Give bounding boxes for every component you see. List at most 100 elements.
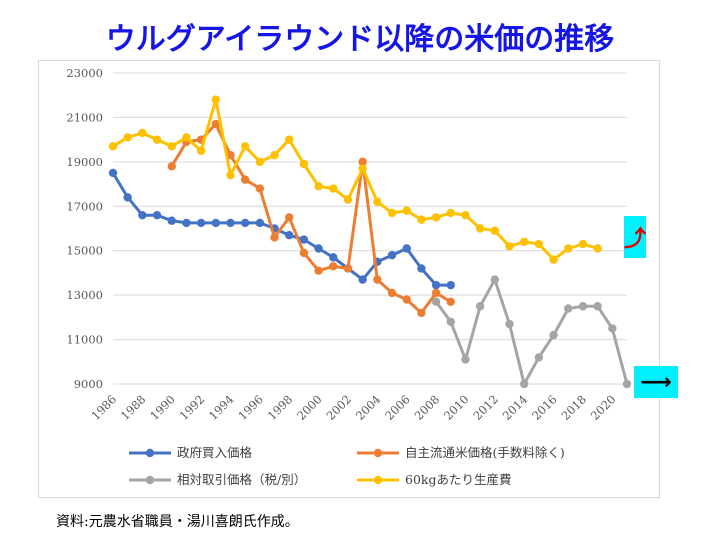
data-point-free: [240, 175, 250, 184]
y-axis-ticks: 23000 21000 19000 17000 15000 13000 11000 9000: [66, 66, 103, 391]
data-point-free: [285, 213, 294, 222]
data-point-cost: [534, 239, 544, 249]
y-tick-label: 15000: [66, 244, 103, 258]
data-point-rel: [608, 324, 617, 333]
data-point-free: [343, 264, 353, 273]
data-point-rel: [534, 353, 544, 362]
data-point-cost: [314, 182, 323, 191]
x-tick-label: 1996: [235, 392, 266, 423]
data-point-free: [402, 295, 411, 304]
data-point-free: [358, 157, 367, 167]
data-point-cost: [520, 237, 529, 247]
data-point-gov: [182, 218, 191, 228]
data-point-rel: [578, 302, 588, 311]
data-point-cost: [373, 197, 382, 207]
legend-marker-cost: [373, 475, 383, 485]
data-point-gov: [402, 244, 411, 253]
data-point-cost: [285, 135, 294, 144]
data-point-rel: [475, 302, 485, 311]
source-note: 資料:元農水省職員・湯川喜朗氏作成。: [56, 514, 299, 530]
data-point-cost: [299, 159, 309, 169]
data-point-gov: [314, 244, 323, 253]
data-point-free: [431, 288, 441, 298]
data-point-rel: [622, 379, 632, 389]
legend-marker-free: [373, 448, 383, 458]
data-point-cost: [167, 142, 176, 151]
data-point-gov: [196, 218, 206, 228]
data-point-rel: [431, 297, 441, 307]
data-point-rel: [446, 317, 455, 326]
x-tick-label: 1988: [118, 392, 149, 423]
data-point-free: [446, 297, 455, 307]
data-point-cost: [152, 135, 162, 144]
x-tick-label: 2002: [323, 392, 354, 423]
legend-label: 自主流通米価格(手数料除く): [405, 445, 565, 460]
x-tick-label: 2014: [500, 392, 531, 423]
y-tick-label: 19000: [66, 155, 103, 169]
x-tick-label: 1998: [265, 392, 296, 423]
data-point-rel: [564, 304, 573, 313]
data-point-cost: [108, 142, 118, 151]
data-point-cost: [402, 206, 411, 215]
data-point-cost: [358, 164, 367, 173]
data-point-cost: [475, 224, 485, 233]
chart-series: [108, 95, 632, 389]
legend-label: 政府買入価格: [177, 445, 253, 460]
data-point-free: [299, 248, 309, 258]
x-tick-label: 2010: [441, 392, 472, 423]
data-point-rel: [505, 319, 514, 329]
chart-grid: [113, 72, 627, 385]
data-point-cost: [505, 242, 514, 251]
data-point-free: [211, 119, 220, 129]
data-point-gov: [255, 218, 265, 228]
rising-cost-indicator: ⤴: [624, 216, 646, 258]
data-point-cost: [240, 142, 250, 151]
y-tick-label: 21000: [66, 110, 103, 124]
x-tick-label: 2004: [353, 392, 384, 423]
y-tick-label: 23000: [66, 66, 103, 80]
legend-marker-rel: [145, 475, 155, 485]
data-point-cost: [270, 150, 279, 160]
chart-frame: 23000 21000 19000 17000 15000 13000 11000 9000 …: [38, 60, 660, 498]
x-tick-label: 2008: [412, 392, 443, 423]
x-tick-label: 1992: [177, 392, 208, 423]
data-point-free: [270, 233, 279, 242]
data-point-cost: [431, 213, 441, 222]
x-tick-label: 1994: [206, 392, 237, 423]
data-point-gov: [417, 264, 426, 273]
x-tick-label: 1990: [147, 392, 178, 423]
flat-price-indicator: ⟶: [634, 366, 678, 398]
data-point-cost: [446, 208, 455, 218]
data-point-rel: [593, 302, 602, 311]
data-point-cost: [255, 157, 265, 167]
data-point-cost: [417, 215, 426, 224]
data-point-free: [255, 184, 265, 193]
curved-up-arrow-icon: ⤴: [624, 227, 647, 252]
data-point-gov: [138, 210, 147, 220]
data-point-gov: [358, 275, 367, 284]
data-point-rel: [461, 355, 470, 364]
page-title: ウルグアイラウンド以降の米価の推移: [105, 22, 615, 57]
series-line-cost: [112, 98, 599, 262]
y-tick-label: 13000: [66, 288, 103, 302]
data-point-cost: [490, 226, 500, 235]
legend-label: 相対取引価格（税/別）: [177, 472, 306, 487]
legend-label: 60kgあたり生産費: [405, 472, 511, 487]
data-point-free: [167, 162, 176, 171]
data-point-cost: [123, 133, 132, 142]
data-point-gov: [211, 218, 220, 228]
data-point-gov: [446, 280, 455, 290]
data-point-cost: [138, 128, 147, 138]
data-point-gov: [285, 230, 294, 240]
data-point-rel: [490, 275, 500, 284]
data-point-gov: [108, 168, 118, 178]
x-tick-label: 2012: [470, 392, 501, 423]
data-point-cost: [329, 184, 338, 193]
data-point-cost: [593, 244, 602, 253]
data-point-gov: [240, 218, 250, 228]
data-point-gov: [226, 218, 235, 228]
x-tick-label: 2006: [382, 392, 413, 423]
legend-marker-gov: [145, 448, 155, 458]
x-tick-label: 2018: [558, 392, 589, 423]
data-point-free: [314, 266, 323, 275]
